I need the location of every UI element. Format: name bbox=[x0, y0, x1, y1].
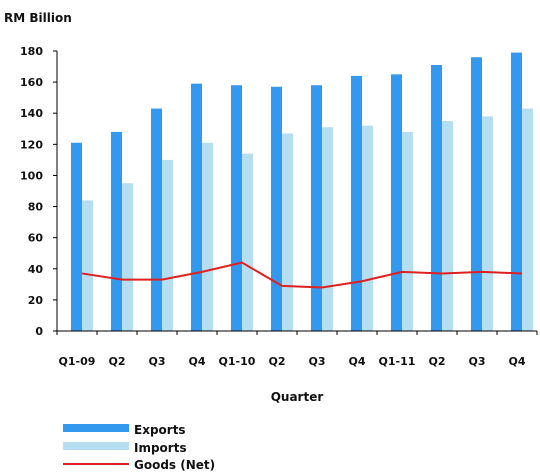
x-tick-label: Q3 bbox=[148, 355, 165, 368]
legend-swatch-imports bbox=[63, 442, 129, 450]
x-tick-label: Q3 bbox=[308, 355, 325, 368]
imports-bar bbox=[242, 153, 253, 331]
exports-bar bbox=[151, 108, 162, 331]
y-tick-label: 160 bbox=[20, 76, 43, 89]
exports-bar bbox=[271, 86, 282, 332]
net-line-layer bbox=[81, 261, 523, 289]
x-tick-label: Q1-09 bbox=[59, 355, 96, 368]
y-tick-label: 140 bbox=[20, 107, 43, 120]
y-tick-label: 180 bbox=[20, 45, 43, 58]
exports-bar bbox=[391, 74, 402, 331]
y-axis-title: RM Billion bbox=[4, 11, 72, 25]
x-tick-label: Q4 bbox=[508, 355, 525, 368]
goods-net-line bbox=[81, 261, 523, 289]
imports-bar bbox=[402, 131, 413, 331]
imports-bar bbox=[322, 127, 333, 331]
y-tick-label: 20 bbox=[28, 294, 44, 307]
exports-bar bbox=[511, 52, 522, 332]
x-ticks-layer: Q1-09 Q2 Q3 Q4 Q1-10 Q2 Q3 Q4 Q1-11 Q2 Q3 Q4 bbox=[56, 331, 538, 368]
y-tick-label: 80 bbox=[28, 201, 44, 214]
imports-bar bbox=[522, 108, 533, 331]
imports-bar bbox=[162, 159, 173, 331]
exports-bar bbox=[231, 85, 242, 331]
exports-bar bbox=[71, 142, 82, 331]
x-tick-label: Q2 bbox=[268, 355, 285, 368]
exports-bar bbox=[471, 57, 482, 331]
y-tick-label: 40 bbox=[28, 263, 44, 276]
y-tick-label: 120 bbox=[20, 138, 43, 151]
imports-bar bbox=[362, 125, 373, 332]
legend-swatch-exports bbox=[63, 424, 129, 432]
y-tick-label: 100 bbox=[20, 169, 43, 182]
exports-bar bbox=[311, 85, 322, 331]
exports-bar bbox=[351, 75, 362, 331]
exports-bar bbox=[111, 131, 122, 331]
imports-bar bbox=[282, 133, 293, 331]
x-tick-label: Q3 bbox=[468, 355, 485, 368]
legend: Exports Imports Goods (Net) bbox=[63, 423, 215, 472]
x-tick-label: Q1-10 bbox=[219, 355, 256, 368]
y-tick-label: 0 bbox=[35, 325, 43, 338]
imports-bar bbox=[122, 183, 133, 331]
legend-label-imports: Imports bbox=[134, 441, 187, 455]
imports-bar bbox=[82, 200, 93, 331]
x-tick-label: Q2 bbox=[108, 355, 125, 368]
x-axis-title: Quarter bbox=[271, 390, 324, 404]
exports-bar bbox=[431, 65, 442, 331]
bars-layer bbox=[71, 52, 533, 332]
x-tick-label: Q1-11 bbox=[379, 355, 416, 368]
legend-label-exports: Exports bbox=[134, 423, 186, 437]
legend-label-net: Goods (Net) bbox=[134, 458, 215, 472]
imports-bar bbox=[202, 142, 213, 331]
imports-bar bbox=[482, 116, 493, 331]
x-tick-label: Q4 bbox=[188, 355, 205, 368]
x-tick-label: Q4 bbox=[348, 355, 365, 368]
imports-bar bbox=[442, 121, 453, 331]
y-ticks-layer: 0 20 40 60 80 100 120 140 160 180 bbox=[20, 45, 57, 338]
y-tick-label: 60 bbox=[28, 232, 44, 245]
exports-bar bbox=[191, 83, 202, 332]
x-tick-label: Q2 bbox=[428, 355, 445, 368]
